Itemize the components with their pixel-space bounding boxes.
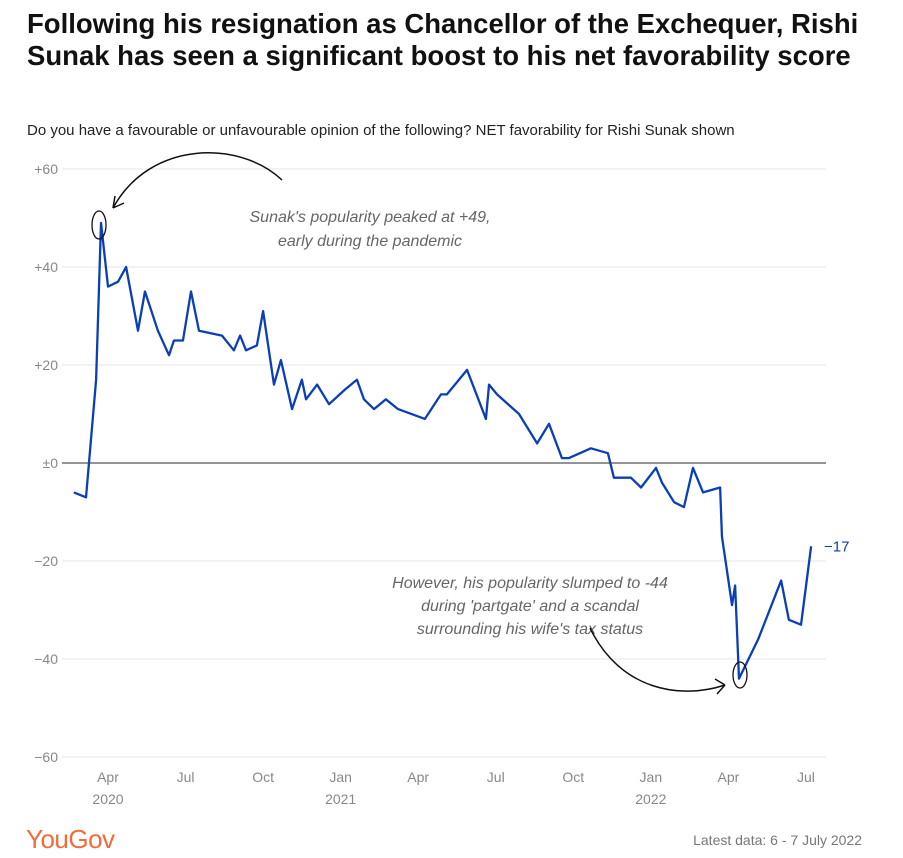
x-tick-label: Oct <box>252 769 274 785</box>
peak-arrow <box>112 152 283 209</box>
x-tick-label: Apr <box>718 769 740 785</box>
chart-title: Following his resignation as Chancellor … <box>27 8 859 71</box>
x-year-label: 2020 <box>92 791 123 807</box>
peak-circle <box>91 210 107 240</box>
x-year-label: 2022 <box>635 791 666 807</box>
arrowhead-icon <box>112 195 125 209</box>
annotation-low-text: surrounding his wife's tax status <box>417 621 643 638</box>
x-year-label: 2021 <box>325 791 356 807</box>
yougov-logo: YouGov <box>26 824 115 854</box>
latest-data-note: Latest data: 6 - 7 July 2022 <box>693 832 862 848</box>
annotation-low-text: during 'partgate' and a scandal <box>421 598 639 615</box>
x-tick-label: Jul <box>797 769 815 785</box>
end-value-label: −17 <box>824 538 849 555</box>
chart-subtitle: Do you have a favourable or unfavourable… <box>27 122 735 139</box>
annotation-peak-text: Sunak's popularity peaked at +49, <box>250 209 491 226</box>
x-tick-label: Jan <box>640 769 663 785</box>
low-arrow <box>589 627 726 692</box>
x-tick-label: Jul <box>487 769 505 785</box>
y-tick-label: −40 <box>34 651 58 667</box>
y-tick-label: +60 <box>34 161 58 177</box>
annotation-low-text: However, his popularity slumped to -44 <box>392 575 668 592</box>
y-tick-label: +40 <box>34 259 58 275</box>
x-tick-label: Jul <box>177 769 195 785</box>
x-tick-label: Oct <box>562 769 584 785</box>
x-tick-label: Jan <box>329 769 352 785</box>
low-circle <box>732 661 748 689</box>
y-tick-label: +20 <box>34 357 58 373</box>
arrowhead-icon <box>714 678 726 695</box>
annotation-peak-text: early during the pandemic <box>278 233 462 250</box>
x-tick-label: Apr <box>97 769 119 785</box>
y-tick-label: −60 <box>34 749 58 765</box>
x-tick-label: Apr <box>407 769 429 785</box>
y-tick-label: ±0 <box>43 455 59 471</box>
y-tick-label: −20 <box>34 553 58 569</box>
